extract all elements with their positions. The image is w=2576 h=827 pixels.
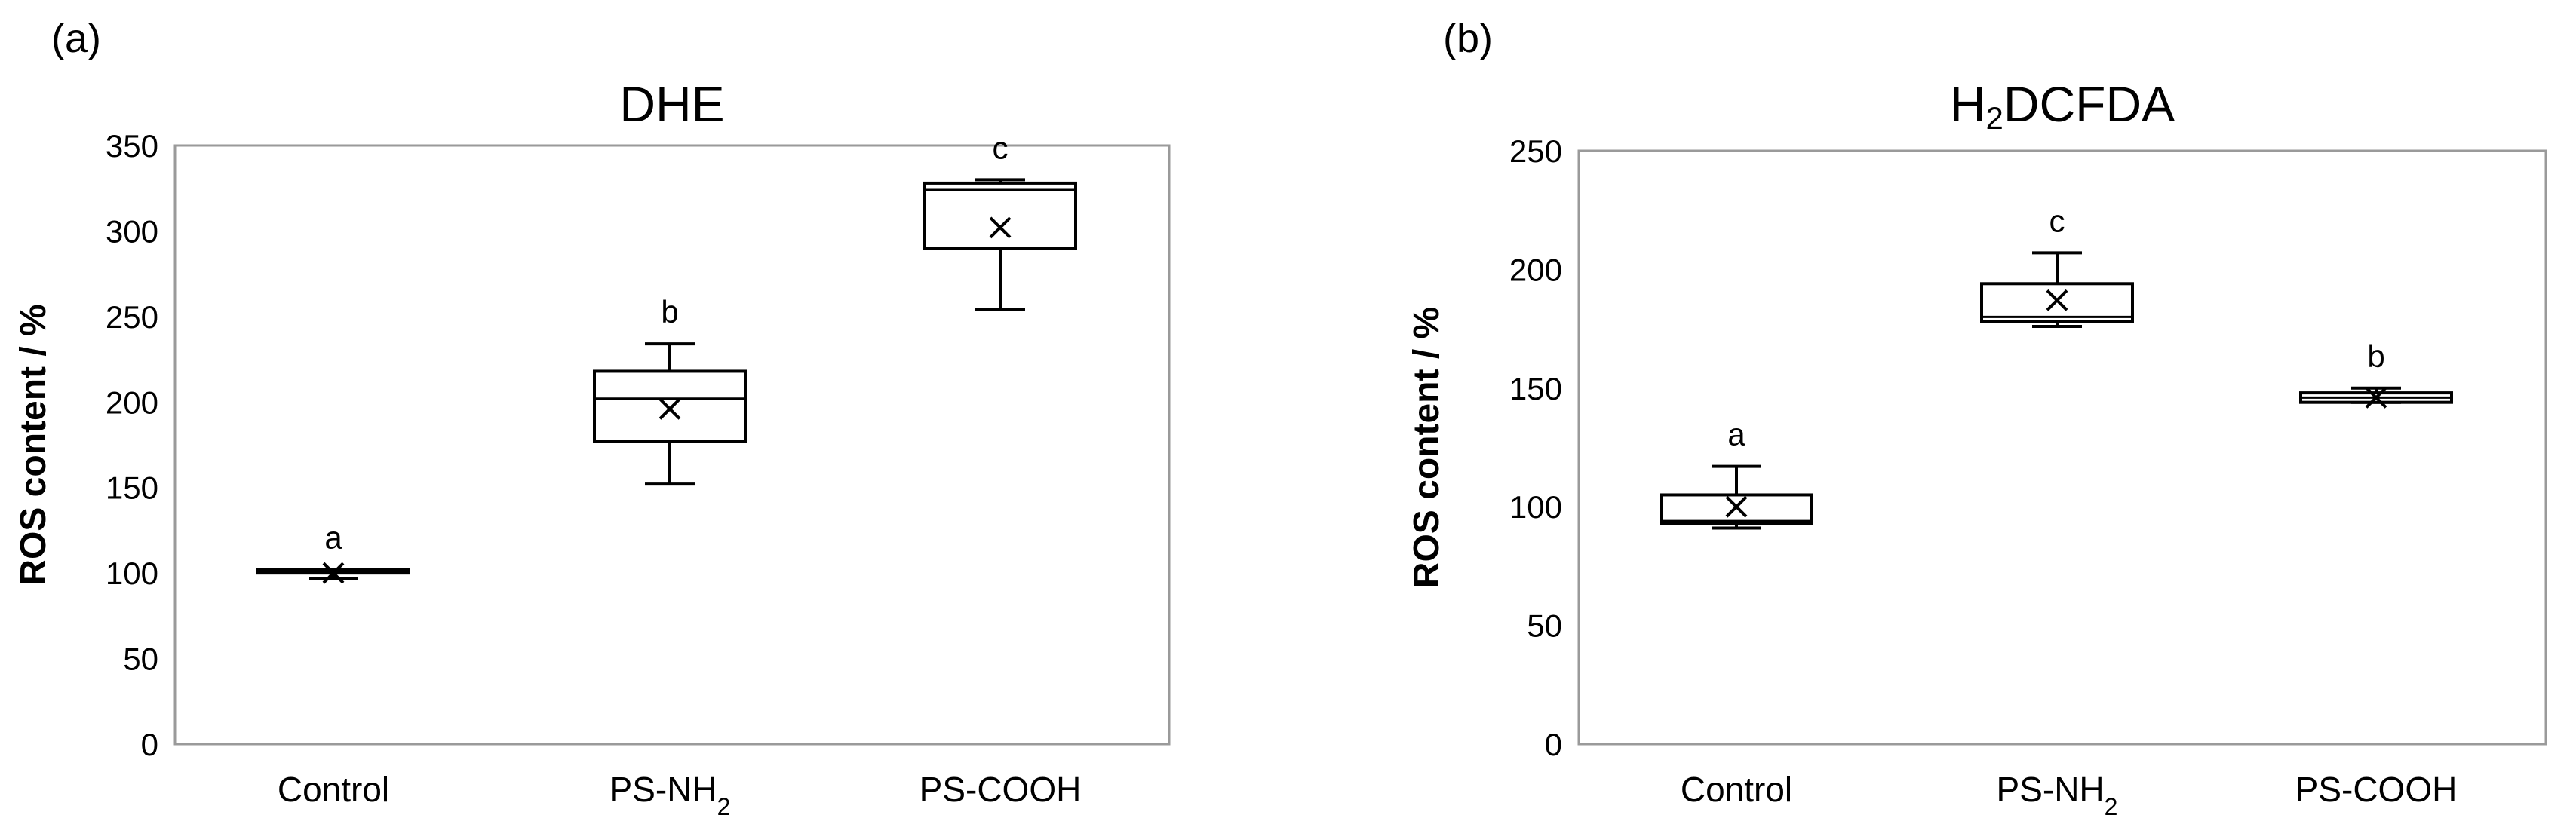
mean-marker	[322, 562, 345, 584]
y-axis-label: ROS content / %	[14, 304, 54, 585]
significance-label: a	[1727, 417, 1745, 452]
mean-marker	[659, 397, 681, 420]
y-tick-label: 150	[1509, 371, 1562, 406]
chart-plot-a: 0 50 100 150 200 250 300 350 ROS content / % a Con…	[14, 128, 1171, 820]
box-iqr	[593, 369, 747, 443]
y-tick-label: 300	[106, 213, 158, 249]
chart-title: DHE	[619, 76, 725, 132]
mean-marker	[989, 216, 1012, 239]
chart-title: H2DCFDA	[1949, 76, 2175, 136]
y-tick-label: 200	[106, 384, 158, 420]
box-1	[593, 342, 747, 486]
x-category-label: PS-COOH	[2295, 770, 2458, 809]
box-iqr	[1660, 493, 1813, 525]
box-iqr	[1980, 282, 2134, 323]
plot-area	[173, 144, 1171, 746]
y-tick-label: 250	[1509, 133, 1562, 169]
x-category-label: PS-NH2	[1997, 770, 2118, 820]
mean-marker	[1725, 495, 1748, 518]
mean-marker	[2365, 386, 2387, 409]
box-1	[1980, 251, 2134, 328]
y-tick-label: 50	[1527, 608, 1562, 644]
panel-a: (a) DHE 0 50 100 150 200 250 300 350 ROS content…	[14, 16, 1171, 820]
panel-b: (b) H2DCFDA 0 50 100 150 200 250 ROS content /…	[1288, 0, 2576, 827]
box-0	[1660, 464, 1813, 530]
x-category-label: PS-COOH	[920, 770, 1082, 809]
box-0	[256, 562, 410, 584]
plot-area	[1577, 149, 2547, 746]
y-tick-label: 0	[141, 727, 158, 762]
y-axis-label: ROS content / %	[1407, 307, 1447, 588]
x-category-label: Control	[278, 770, 389, 809]
y-tick-label: 0	[1545, 727, 1562, 762]
y-tick-label: 50	[123, 642, 158, 677]
x-category-label: PS-NH2	[609, 770, 731, 820]
y-tick-label: 100	[1509, 489, 1562, 525]
panel-label: (b)	[1443, 16, 1493, 61]
y-tick-label: 350	[106, 128, 158, 164]
y-tick-label: 150	[106, 470, 158, 506]
box-2	[2299, 386, 2453, 409]
significance-label: c	[993, 130, 1009, 165]
significance-label: c	[2049, 203, 2065, 238]
y-tick-label: 200	[1509, 252, 1562, 287]
box-2	[923, 178, 1077, 311]
y-tick-label: 100	[106, 556, 158, 591]
significance-label: a	[324, 520, 342, 556]
mean-marker	[2046, 289, 2068, 311]
x-category-label: Control	[1681, 770, 1792, 809]
chart-plot-b: 0 50 100 150 200 250 ROS content / % a Control c P…	[1407, 133, 2547, 820]
y-tick-label: 250	[106, 299, 158, 335]
panel-label: (a)	[51, 16, 101, 61]
significance-label: b	[661, 294, 678, 329]
box-iqr	[923, 181, 1077, 250]
significance-label: b	[2367, 338, 2384, 374]
